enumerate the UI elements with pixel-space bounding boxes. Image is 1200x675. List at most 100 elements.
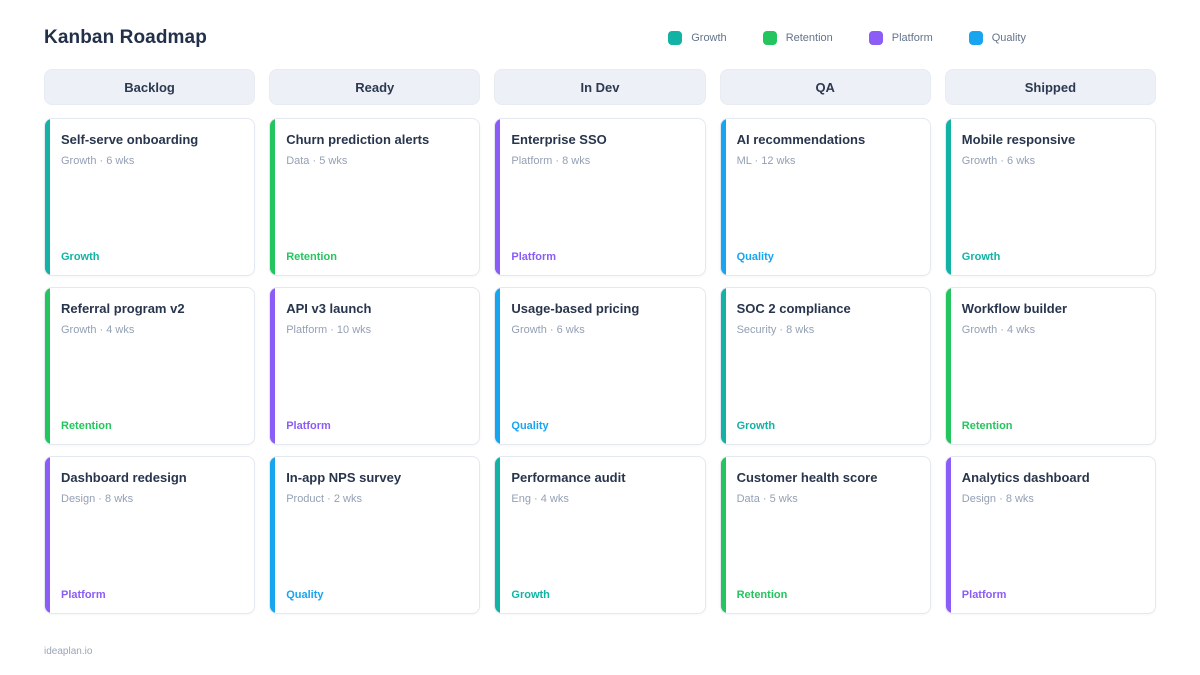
card-accent-bar (945, 119, 951, 275)
kanban-card[interactable]: In-app NPS survey Product · 2 wks Quality (269, 456, 481, 614)
card-body: API v3 launch Platform · 10 wks Platform (270, 288, 479, 444)
kanban-card[interactable]: Analytics dashboard Design · 8 wks Platfor… (944, 456, 1156, 614)
column-header: Backlog (44, 69, 256, 105)
card-accent-bar (945, 288, 951, 444)
column-header: QA (719, 69, 931, 105)
card-title: Workflow builder (961, 301, 1068, 316)
card-body: Self-serve onboarding Growth · 6 wks Growt… (45, 119, 254, 275)
legend: Growth Retention Platform Quality (668, 31, 1026, 45)
card-tag: Platform (961, 589, 1007, 601)
card-title: Referral program v2 (61, 301, 185, 316)
card-tag: Quality (736, 251, 774, 263)
card-title: Dashboard redesign (61, 470, 187, 485)
card-body: Usage-based pricing Growth · 6 wks Quality (495, 288, 704, 444)
card-meta: Growth · 4 wks (61, 323, 135, 336)
card-meta: Growth · 6 wks (511, 323, 585, 336)
card-title: Customer health score (736, 470, 878, 485)
card-meta: Platform · 8 wks (511, 154, 591, 167)
column-header: In Dev (494, 69, 706, 105)
card-tag: Quality (286, 589, 324, 601)
card-title: AI recommendations (736, 132, 866, 147)
card-accent-bar (495, 288, 501, 444)
card-accent-bar (945, 457, 951, 613)
column-header: Ready (269, 69, 481, 105)
card-body: Mobile responsive Growth · 6 wks Growth (946, 119, 1155, 275)
card-title: Performance audit (511, 470, 626, 485)
card-tag: Quality (511, 420, 549, 432)
legend-label: Growth (691, 32, 727, 44)
card-meta: Data · 5 wks (736, 492, 798, 505)
legend-item-platform: Platform (868, 31, 933, 45)
card-tag: Growth (61, 251, 100, 263)
card-tag: Platform (286, 420, 331, 432)
card-tag: Retention (961, 420, 1013, 432)
card-meta: Design · 8 wks (961, 492, 1034, 505)
kanban-card[interactable]: Customer health score Data · 5 wks Retenti… (719, 456, 931, 614)
card-body: Referral program v2 Growth · 4 wks Retenti… (45, 288, 254, 444)
page-title: Kanban Roadmap (44, 27, 207, 48)
card-accent-bar (270, 119, 276, 275)
card-title: Enterprise SSO (511, 132, 607, 147)
kanban-card[interactable]: Self-serve onboarding Growth · 6 wks Growt… (44, 118, 256, 276)
column-header: Shipped (944, 69, 1156, 105)
legend-swatch-icon (762, 31, 777, 45)
kanban-card[interactable]: AI recommendations ML · 12 wks Quality (719, 118, 931, 276)
card-body: In-app NPS survey Product · 2 wks Quality (270, 457, 479, 613)
legend-label: Quality (991, 32, 1026, 44)
card-list: Enterprise SSO Platform · 8 wks Platform Us… (494, 118, 706, 614)
card-list: Self-serve onboarding Growth · 6 wks Growt… (44, 118, 256, 614)
card-title: Mobile responsive (961, 132, 1076, 147)
card-tag: Retention (736, 589, 788, 601)
kanban-card[interactable]: SOC 2 compliance Security · 8 wks Growth (719, 287, 931, 445)
card-list: Mobile responsive Growth · 6 wks Growth Wor… (944, 118, 1156, 614)
card-title: Usage-based pricing (511, 301, 640, 316)
card-accent-bar (495, 119, 501, 275)
card-body: SOC 2 compliance Security · 8 wks Growth (721, 288, 930, 444)
card-meta: Platform · 10 wks (286, 323, 372, 336)
column-backlog: Backlog Self-serve onboarding Growth · 6 w… (44, 69, 256, 614)
kanban-card[interactable]: Performance audit Eng · 4 wks Growth (494, 456, 706, 614)
column-ready: Ready Churn prediction alerts Data · 5 wks… (269, 69, 481, 614)
card-accent-bar (270, 457, 276, 613)
card-tag: Platform (61, 589, 106, 601)
card-body: Enterprise SSO Platform · 8 wks Platform (495, 119, 704, 275)
footer-brand: ideaplan.io (44, 646, 93, 657)
legend-swatch-icon (668, 31, 683, 45)
card-meta: ML · 12 wks (736, 154, 796, 167)
card-body: Customer health score Data · 5 wks Retenti… (721, 457, 930, 613)
card-meta: Growth · 6 wks (61, 154, 135, 167)
card-accent-bar (45, 288, 50, 444)
card-accent-bar (270, 288, 276, 444)
column-in-dev: In Dev Enterprise SSO Platform · 8 wks Plat… (494, 69, 706, 614)
card-tag: Platform (511, 251, 557, 263)
card-meta: Eng · 4 wks (511, 492, 569, 505)
card-meta: Growth · 6 wks (961, 154, 1036, 167)
card-tag: Retention (61, 420, 112, 432)
card-meta: Design · 8 wks (61, 492, 134, 505)
card-accent-bar (495, 457, 501, 613)
card-body: Performance audit Eng · 4 wks Growth (495, 457, 704, 613)
legend-label: Platform (891, 32, 933, 44)
card-title: SOC 2 compliance (736, 301, 851, 316)
kanban-card[interactable]: Referral program v2 Growth · 4 wks Retenti… (44, 287, 256, 445)
card-title: Analytics dashboard (961, 470, 1090, 485)
card-accent-bar (720, 119, 726, 275)
kanban-board: Backlog Self-serve onboarding Growth · 6 w… (44, 69, 1156, 614)
card-title: Churn prediction alerts (286, 132, 430, 147)
card-title: In-app NPS survey (286, 470, 402, 485)
kanban-card[interactable]: Usage-based pricing Growth · 6 wks Quality (494, 287, 706, 445)
legend-swatch-icon (868, 31, 883, 45)
legend-item-quality: Quality (968, 31, 1026, 45)
kanban-card[interactable]: Enterprise SSO Platform · 8 wks Platform (494, 118, 706, 276)
card-meta: Data · 5 wks (286, 154, 348, 167)
card-meta: Product · 2 wks (286, 492, 362, 505)
card-list: Churn prediction alerts Data · 5 wks Reten… (269, 118, 481, 614)
card-tag: Growth (961, 251, 1001, 263)
kanban-card[interactable]: API v3 launch Platform · 10 wks Platform (269, 287, 481, 445)
kanban-card[interactable]: Churn prediction alerts Data · 5 wks Reten… (269, 118, 481, 276)
kanban-card[interactable]: Workflow builder Growth · 4 wks Retention (944, 287, 1156, 445)
card-body: Dashboard redesign Design · 8 wks Platform (45, 457, 254, 613)
column-shipped: Shipped Mobile responsive Growth · 6 wks Gr… (944, 69, 1156, 614)
kanban-card[interactable]: Dashboard redesign Design · 8 wks Platform (44, 456, 256, 614)
kanban-card[interactable]: Mobile responsive Growth · 6 wks Growth (944, 118, 1156, 276)
